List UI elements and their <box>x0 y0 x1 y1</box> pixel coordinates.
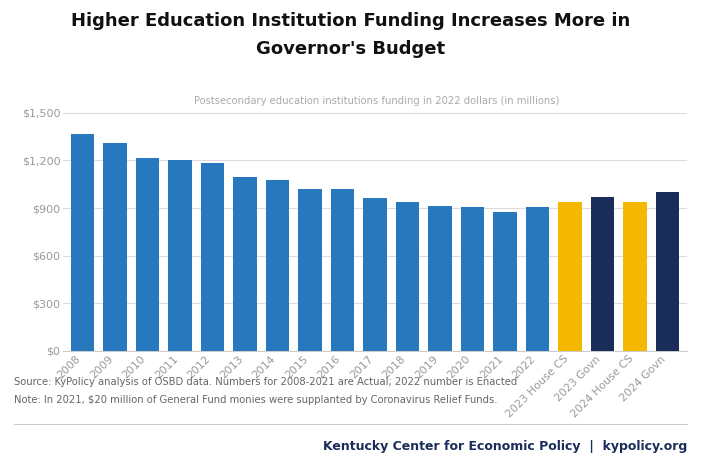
Bar <box>201 163 224 351</box>
Bar <box>428 205 451 351</box>
Text: Note: In 2021, $20 million of General Fund monies were supplanted by Coronavirus: Note: In 2021, $20 million of General Fu… <box>14 395 498 405</box>
Bar <box>233 177 257 351</box>
Bar <box>461 207 484 351</box>
Bar <box>494 212 517 351</box>
Text: Postsecondary education institutions funding in 2022 dollars (in millions): Postsecondary education institutions fun… <box>194 96 559 106</box>
Bar <box>299 189 322 351</box>
Bar <box>396 202 419 351</box>
Bar <box>103 143 127 351</box>
Bar <box>526 207 549 351</box>
Bar <box>168 160 192 351</box>
Bar <box>266 180 290 351</box>
Bar <box>136 158 159 351</box>
Bar <box>623 203 647 351</box>
Bar <box>331 189 354 351</box>
Bar <box>558 202 582 351</box>
Text: Kentucky Center for Economic Policy  |  kypolicy.org: Kentucky Center for Economic Policy | ky… <box>322 440 687 453</box>
Text: Source: KyPolicy analysis of OSBD data. Numbers for 2008-2021 are Actual; 2022 n: Source: KyPolicy analysis of OSBD data. … <box>14 377 517 387</box>
Bar <box>71 134 94 351</box>
Bar <box>363 198 387 351</box>
Text: Higher Education Institution Funding Increases More in: Higher Education Institution Funding Inc… <box>71 12 630 29</box>
Text: Governor's Budget: Governor's Budget <box>256 40 445 58</box>
Bar <box>656 192 679 351</box>
Bar <box>591 197 614 351</box>
